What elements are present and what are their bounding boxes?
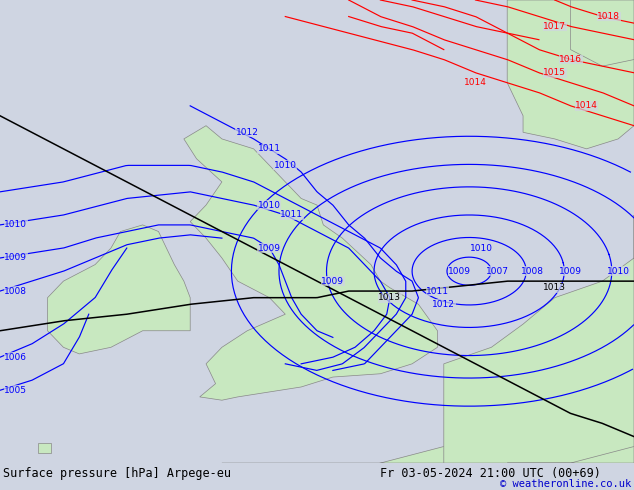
Polygon shape	[38, 443, 51, 453]
Text: 1014: 1014	[464, 78, 487, 87]
Text: 1011: 1011	[258, 145, 281, 153]
Text: 1008: 1008	[4, 287, 27, 295]
Text: 1012: 1012	[432, 300, 455, 309]
Polygon shape	[222, 404, 634, 480]
Text: 1010: 1010	[274, 161, 297, 170]
Text: 1012: 1012	[236, 128, 259, 137]
Text: 1009: 1009	[559, 267, 582, 276]
Text: 1008: 1008	[521, 267, 544, 276]
Text: 1014: 1014	[575, 101, 598, 110]
Text: 1009: 1009	[448, 267, 471, 276]
Text: 1006: 1006	[4, 353, 27, 362]
Text: Fr 03-05-2024 21:00 UTC (00+69): Fr 03-05-2024 21:00 UTC (00+69)	[380, 467, 601, 480]
Text: 1013: 1013	[543, 283, 566, 292]
Text: 1016: 1016	[559, 55, 582, 64]
Text: 1009: 1009	[258, 244, 281, 252]
Polygon shape	[571, 0, 634, 66]
Text: Surface pressure [hPa] Arpege-eu: Surface pressure [hPa] Arpege-eu	[3, 467, 231, 480]
Text: 1010: 1010	[607, 267, 630, 276]
Polygon shape	[507, 0, 634, 149]
Text: 1011: 1011	[280, 211, 303, 220]
Text: 1007: 1007	[486, 267, 509, 276]
Text: 1011: 1011	[426, 287, 449, 295]
Text: 1015: 1015	[543, 68, 566, 77]
Polygon shape	[48, 225, 190, 354]
Text: 1010: 1010	[470, 244, 493, 252]
Text: 1010: 1010	[4, 220, 27, 229]
Text: © weatheronline.co.uk: © weatheronline.co.uk	[500, 479, 631, 489]
Text: 1009: 1009	[4, 253, 27, 263]
Text: 1017: 1017	[543, 22, 566, 31]
Polygon shape	[184, 125, 437, 400]
Text: 1009: 1009	[321, 277, 344, 286]
Polygon shape	[507, 446, 634, 463]
Text: 1018: 1018	[597, 12, 620, 21]
Text: 1010: 1010	[258, 200, 281, 210]
Polygon shape	[444, 215, 634, 463]
Text: 1005: 1005	[4, 386, 27, 395]
Text: 1013: 1013	[378, 293, 401, 302]
